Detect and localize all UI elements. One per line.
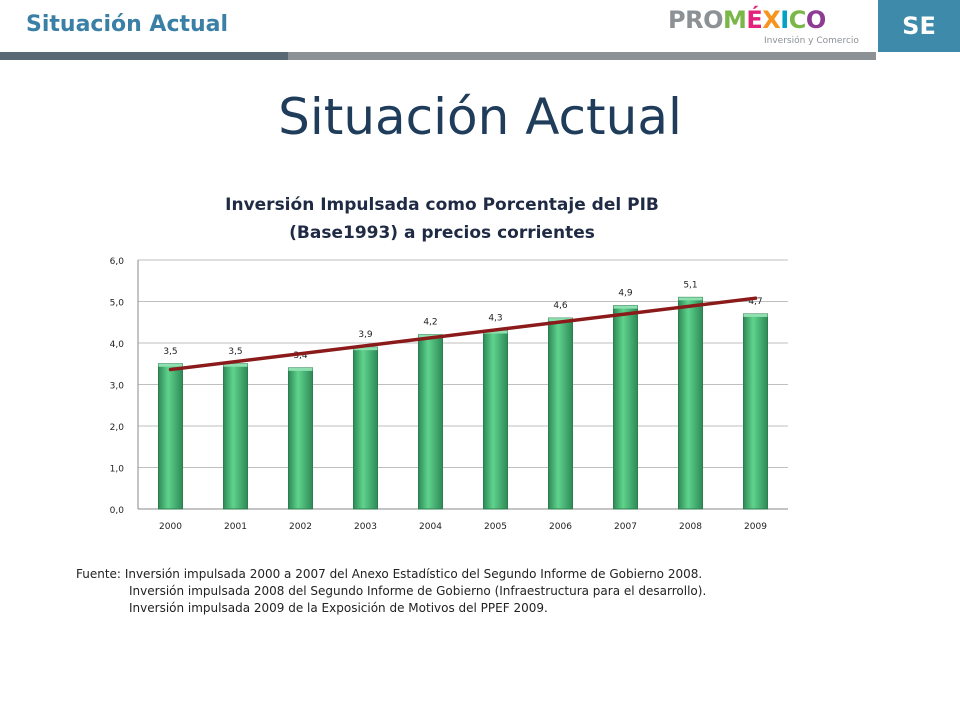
y-tick-label: 1,0 bbox=[110, 465, 125, 475]
logo-letter-0: PRO bbox=[668, 6, 723, 34]
bar-2000 bbox=[158, 363, 183, 510]
data-label: 5,1 bbox=[683, 280, 697, 290]
x-tick-label: 2006 bbox=[549, 522, 572, 532]
bar-top-2005 bbox=[483, 330, 508, 334]
bar-top-2001 bbox=[223, 363, 248, 367]
trendline bbox=[168, 296, 758, 372]
data-label: 3,5 bbox=[163, 347, 177, 357]
bar-top-2007 bbox=[613, 305, 638, 309]
source-label: Fuente: bbox=[76, 567, 121, 581]
x-tick-label: 2007 bbox=[614, 522, 637, 532]
x-tick-label: 2002 bbox=[289, 522, 312, 532]
bar-2003 bbox=[353, 346, 378, 510]
bar-2007 bbox=[613, 305, 638, 510]
bar-2005 bbox=[483, 330, 508, 510]
header-bar-dark bbox=[0, 52, 288, 60]
x-tick-label: 2000 bbox=[159, 522, 182, 532]
bar-2006 bbox=[548, 317, 573, 510]
x-tick-label: 2009 bbox=[744, 522, 767, 532]
bar-2009 bbox=[743, 313, 768, 510]
logo-subtitle: Inversión y Comercio bbox=[764, 36, 859, 46]
bar-2002 bbox=[288, 367, 313, 510]
logo-wordmark: PROMÉXICO bbox=[668, 6, 868, 34]
bar-top-2003 bbox=[353, 347, 378, 351]
bar-top-2009 bbox=[743, 313, 768, 317]
source-note: Fuente: Inversión impulsada 2000 a 2007 … bbox=[76, 566, 706, 617]
bar-2001 bbox=[223, 363, 248, 510]
bar-top-2006 bbox=[548, 318, 573, 322]
logo-letter-4: I bbox=[780, 6, 789, 34]
header-bar-gray bbox=[288, 52, 876, 60]
y-tick-label: 2,0 bbox=[110, 423, 125, 433]
chart-title-line-1: Inversión Impulsada como Porcentaje del … bbox=[225, 195, 659, 215]
logo-letter-2: É bbox=[746, 6, 763, 34]
x-tick-label: 2003 bbox=[354, 522, 377, 532]
bar-chart: Inversión Impulsada como Porcentaje del … bbox=[110, 195, 788, 532]
page-title: Situación Actual bbox=[278, 88, 682, 146]
source-line-2: Inversión impulsada 2008 del Segundo Inf… bbox=[129, 584, 707, 598]
data-label: 4,2 bbox=[423, 318, 437, 328]
y-tick-label: 5,0 bbox=[110, 299, 125, 309]
data-label: 4,9 bbox=[618, 289, 633, 299]
data-label: 3,5 bbox=[228, 347, 242, 357]
se-logo: SE bbox=[878, 0, 960, 52]
y-tick-label: 0,0 bbox=[110, 506, 125, 516]
logo-letter-3: X bbox=[762, 6, 781, 34]
logo-letter-1: M bbox=[722, 6, 747, 34]
data-label: 3,9 bbox=[358, 330, 373, 340]
data-label: 4,7 bbox=[748, 297, 762, 307]
x-tick-label: 2008 bbox=[679, 522, 702, 532]
y-tick-label: 4,0 bbox=[110, 340, 125, 350]
y-tick-label: 3,0 bbox=[110, 382, 125, 392]
logo-letter-5: C bbox=[788, 6, 807, 34]
source-line-1: Inversión impulsada 2000 a 2007 del Anex… bbox=[124, 567, 703, 581]
source-line-3: Inversión impulsada 2009 de la Exposició… bbox=[129, 601, 548, 615]
y-tick-label: 6,0 bbox=[110, 257, 125, 267]
data-label: 4,3 bbox=[488, 314, 502, 324]
header-title: Situación Actual bbox=[26, 12, 229, 37]
bar-top-2000 bbox=[158, 363, 183, 367]
bar-2004 bbox=[418, 334, 443, 510]
logo-letter-6: O bbox=[805, 6, 826, 34]
data-label: 3,4 bbox=[293, 351, 308, 361]
chart-title-line-2: (Base1993) a precios corrientes bbox=[289, 223, 595, 243]
x-tick-label: 2001 bbox=[224, 522, 247, 532]
promexico-logo: PROMÉXICO Inversión y Comercio bbox=[668, 6, 868, 50]
data-label: 4,6 bbox=[553, 301, 568, 311]
bar-top-2008 bbox=[678, 297, 703, 301]
bar-top-2002 bbox=[288, 367, 313, 371]
bar-2008 bbox=[678, 296, 703, 510]
x-tick-label: 2004 bbox=[419, 522, 442, 532]
x-tick-label: 2005 bbox=[484, 522, 507, 532]
